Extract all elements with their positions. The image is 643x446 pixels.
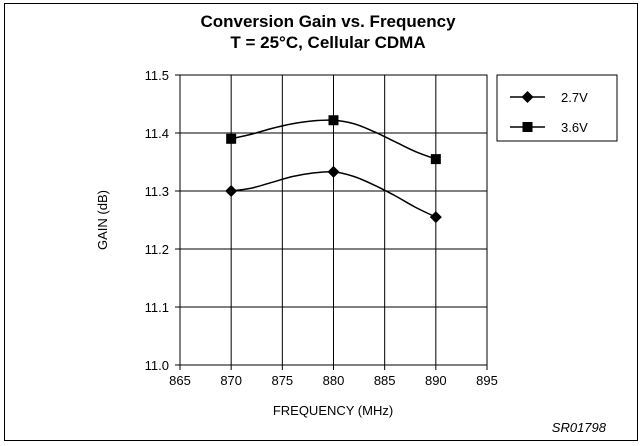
y-tick-label: 11.5 xyxy=(145,68,169,83)
chart-frame xyxy=(4,3,638,441)
legend-box xyxy=(496,74,618,142)
y-axis-label: GAIN (dB) xyxy=(95,190,110,250)
legend: 2.7V 3.6V xyxy=(496,74,618,142)
legend-marker-3.6V xyxy=(522,122,533,132)
x-tick-labels: 865 870 875 880 885 890 895 xyxy=(169,373,498,388)
legend-marker-2.7V xyxy=(521,91,534,103)
x-tick-label: 865 xyxy=(169,373,191,388)
y-tick-label: 11.0 xyxy=(145,358,169,373)
legend-label-3.6V: 3.6V xyxy=(561,120,588,135)
figure-code: SR01798 xyxy=(552,420,607,435)
chart-subtitle: T = 25°C, Cellular CDMA xyxy=(230,33,425,52)
data-point-2.7V xyxy=(429,211,442,224)
x-tick-label: 875 xyxy=(271,373,293,388)
y-tick-label: 11.3 xyxy=(145,184,169,199)
chart-title: Conversion Gain vs. Frequency xyxy=(200,12,456,31)
x-tick-label: 895 xyxy=(476,373,498,388)
legend-label-2.7V: 2.7V xyxy=(561,90,588,105)
x-axis-label: FREQUENCY (MHz) xyxy=(273,403,393,418)
data-point-2.7V xyxy=(327,165,340,178)
data-point-2.7V xyxy=(225,185,238,197)
data-point-3.6V xyxy=(430,154,441,165)
y-tick-label: 11.1 xyxy=(145,300,169,315)
y-tick-labels: 11.0 11.1 11.2 11.3 11.4 11.5 xyxy=(145,68,169,373)
data-point-3.6V xyxy=(226,133,237,144)
data-point-3.6V xyxy=(328,115,339,126)
plot-area xyxy=(179,74,488,366)
x-tick-label: 880 xyxy=(323,373,345,388)
series-group xyxy=(225,115,442,224)
x-tick-label: 870 xyxy=(220,373,242,388)
y-tick-label: 11.4 xyxy=(145,126,169,141)
x-tick-label: 890 xyxy=(425,373,447,388)
y-tick-label: 11.2 xyxy=(145,242,169,257)
x-tick-label: 885 xyxy=(374,373,396,388)
